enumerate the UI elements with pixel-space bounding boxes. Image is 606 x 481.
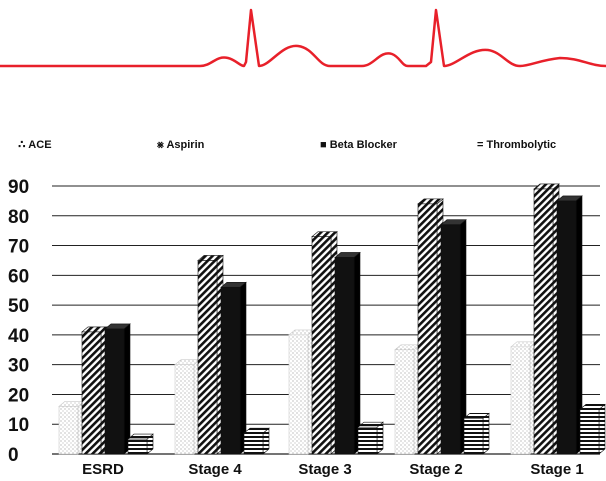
- bar: [440, 219, 467, 455]
- bar: [579, 403, 606, 455]
- legend-item-beta-blocker: ■ Beta Blocker: [320, 139, 398, 151]
- y-tick-label: 20: [8, 385, 29, 406]
- y-tick-label: 70: [8, 237, 29, 258]
- x-tick-label: Stage 1: [530, 461, 583, 478]
- x-axis: ESRD Stage 4 Stage 3 Stage 2 Stage 1: [82, 461, 584, 478]
- legend-item-ace: ∴ ACE: [18, 139, 52, 151]
- x-tick-label: ESRD: [82, 461, 124, 478]
- bar: [417, 198, 444, 455]
- bar: [394, 344, 421, 455]
- y-tick-label: 10: [8, 415, 29, 436]
- bar: [243, 427, 270, 455]
- y-tick-label: 30: [8, 356, 29, 377]
- y-tick-label: 90: [8, 177, 29, 198]
- bar: [104, 323, 131, 455]
- legend-item-aspirin: ⨳ Aspirin: [157, 139, 205, 151]
- bar: [463, 412, 490, 455]
- x-tick-label: Stage 4: [188, 461, 242, 478]
- y-tick-label: 50: [8, 296, 29, 317]
- bar: [533, 183, 560, 455]
- bar: [220, 281, 247, 455]
- bars: [58, 183, 606, 455]
- bar: [127, 433, 154, 455]
- x-tick-label: Stage 2: [409, 461, 462, 478]
- bar: [81, 326, 108, 455]
- y-tick-label: 80: [8, 207, 29, 228]
- bar: [197, 254, 224, 455]
- bar: [357, 421, 384, 455]
- y-axis: 0 10 20 30 40 50 60 70 80 90: [8, 177, 29, 466]
- bar: [288, 329, 315, 455]
- bar: [174, 359, 201, 455]
- bar: [311, 230, 338, 455]
- ecg-trace-decoration: [0, 8, 606, 68]
- y-tick-label: 40: [8, 326, 29, 347]
- legend-item-thrombolytic: = Thrombolytic: [477, 139, 556, 151]
- bar: [334, 251, 361, 455]
- bar: [556, 195, 583, 455]
- y-tick-label: 0: [8, 445, 19, 466]
- y-tick-label: 60: [8, 266, 29, 287]
- bar: [58, 400, 85, 455]
- x-tick-label: Stage 3: [298, 461, 351, 478]
- bar: [510, 341, 537, 455]
- legend: ∴ ACE ⨳ Aspirin ■ Beta Blocker = Thrombolyt…: [18, 139, 556, 151]
